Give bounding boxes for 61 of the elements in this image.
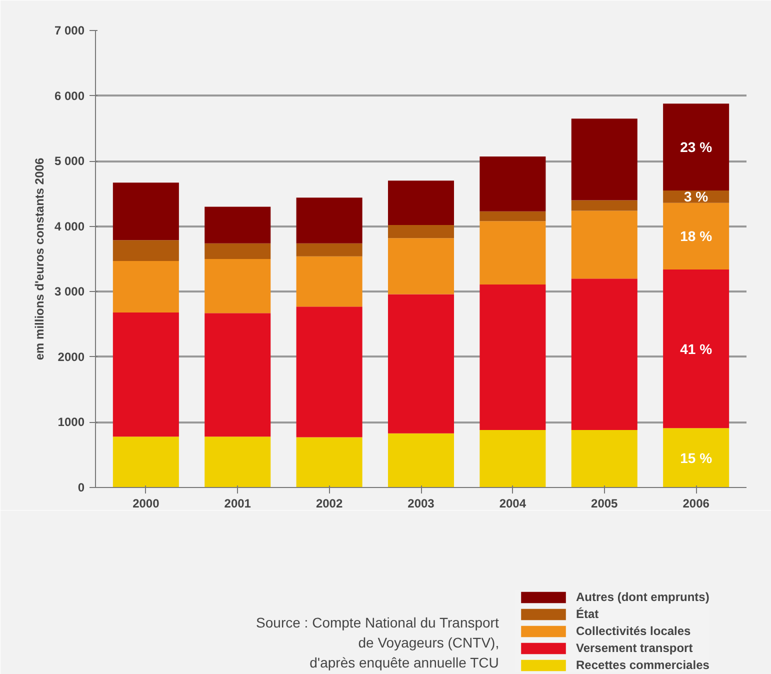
bar <box>296 243 362 256</box>
bar <box>663 202 730 270</box>
bar <box>296 256 362 307</box>
annotation: 41 % <box>680 340 713 357</box>
legend-label: État <box>576 607 599 621</box>
bar <box>296 437 362 488</box>
x-tick-label: 2002 <box>316 496 343 510</box>
bar <box>480 156 546 212</box>
bar <box>112 260 179 313</box>
y-tick-label: 6 000 <box>54 88 85 103</box>
bar <box>663 269 730 428</box>
x-tick-label: 2003 <box>408 496 435 510</box>
bar <box>663 428 730 488</box>
y-tick-label: 5 000 <box>54 154 85 168</box>
annotation: 15 % <box>680 450 713 466</box>
legend-label: Collectivités locales <box>576 624 691 638</box>
bar <box>112 312 179 437</box>
x-tick-label: 2001 <box>224 496 252 510</box>
bar <box>388 225 454 238</box>
bar <box>204 259 271 314</box>
bar <box>480 284 546 430</box>
bar <box>296 306 362 438</box>
bar <box>112 182 179 240</box>
y-tick-label: 1000 <box>58 415 85 430</box>
bar <box>296 198 362 244</box>
bar <box>571 210 638 279</box>
y-tick-label: 2000 <box>58 350 85 364</box>
x-tick-label: 2000 <box>132 496 160 510</box>
bar <box>204 243 271 259</box>
bar <box>388 180 454 226</box>
legend-label: Recettes commerciales <box>576 658 710 672</box>
bar <box>480 211 546 222</box>
annotation: 23 % <box>680 139 713 156</box>
y-tick-label: 0 <box>78 480 85 494</box>
bar <box>204 206 271 244</box>
bar <box>112 240 179 261</box>
y-tick-label: 4 000 <box>54 219 85 234</box>
bar <box>204 313 271 437</box>
bar <box>388 294 454 434</box>
bar <box>571 278 638 430</box>
y-axis-title: em millions d'euros constants 2006 <box>32 158 46 360</box>
annotation: 3 % <box>684 188 709 205</box>
bar <box>480 221 546 284</box>
x-tick-label: 2004 <box>499 496 526 510</box>
legend-label: Versement transport <box>576 641 693 655</box>
bar <box>388 433 454 488</box>
bar <box>571 118 638 200</box>
bar <box>663 104 730 190</box>
bar <box>571 200 638 211</box>
bar <box>480 430 546 488</box>
bar <box>204 436 271 488</box>
x-tick-label: 2005 <box>591 496 618 510</box>
y-tick-label: 7 000 <box>54 24 85 38</box>
y-tick-label: 3 000 <box>54 284 85 299</box>
legend-label: Autres (dont emprunts) <box>576 590 710 604</box>
bar <box>112 436 179 488</box>
source-note: Source : Compte National du Transport de Voyageurs (CNTV), d'après enquête annuelle TCU <box>256 614 500 670</box>
x-tick-label: 2006 <box>682 496 710 510</box>
annotation: 18 % <box>680 228 713 244</box>
bar <box>571 430 638 488</box>
bar <box>388 238 454 294</box>
